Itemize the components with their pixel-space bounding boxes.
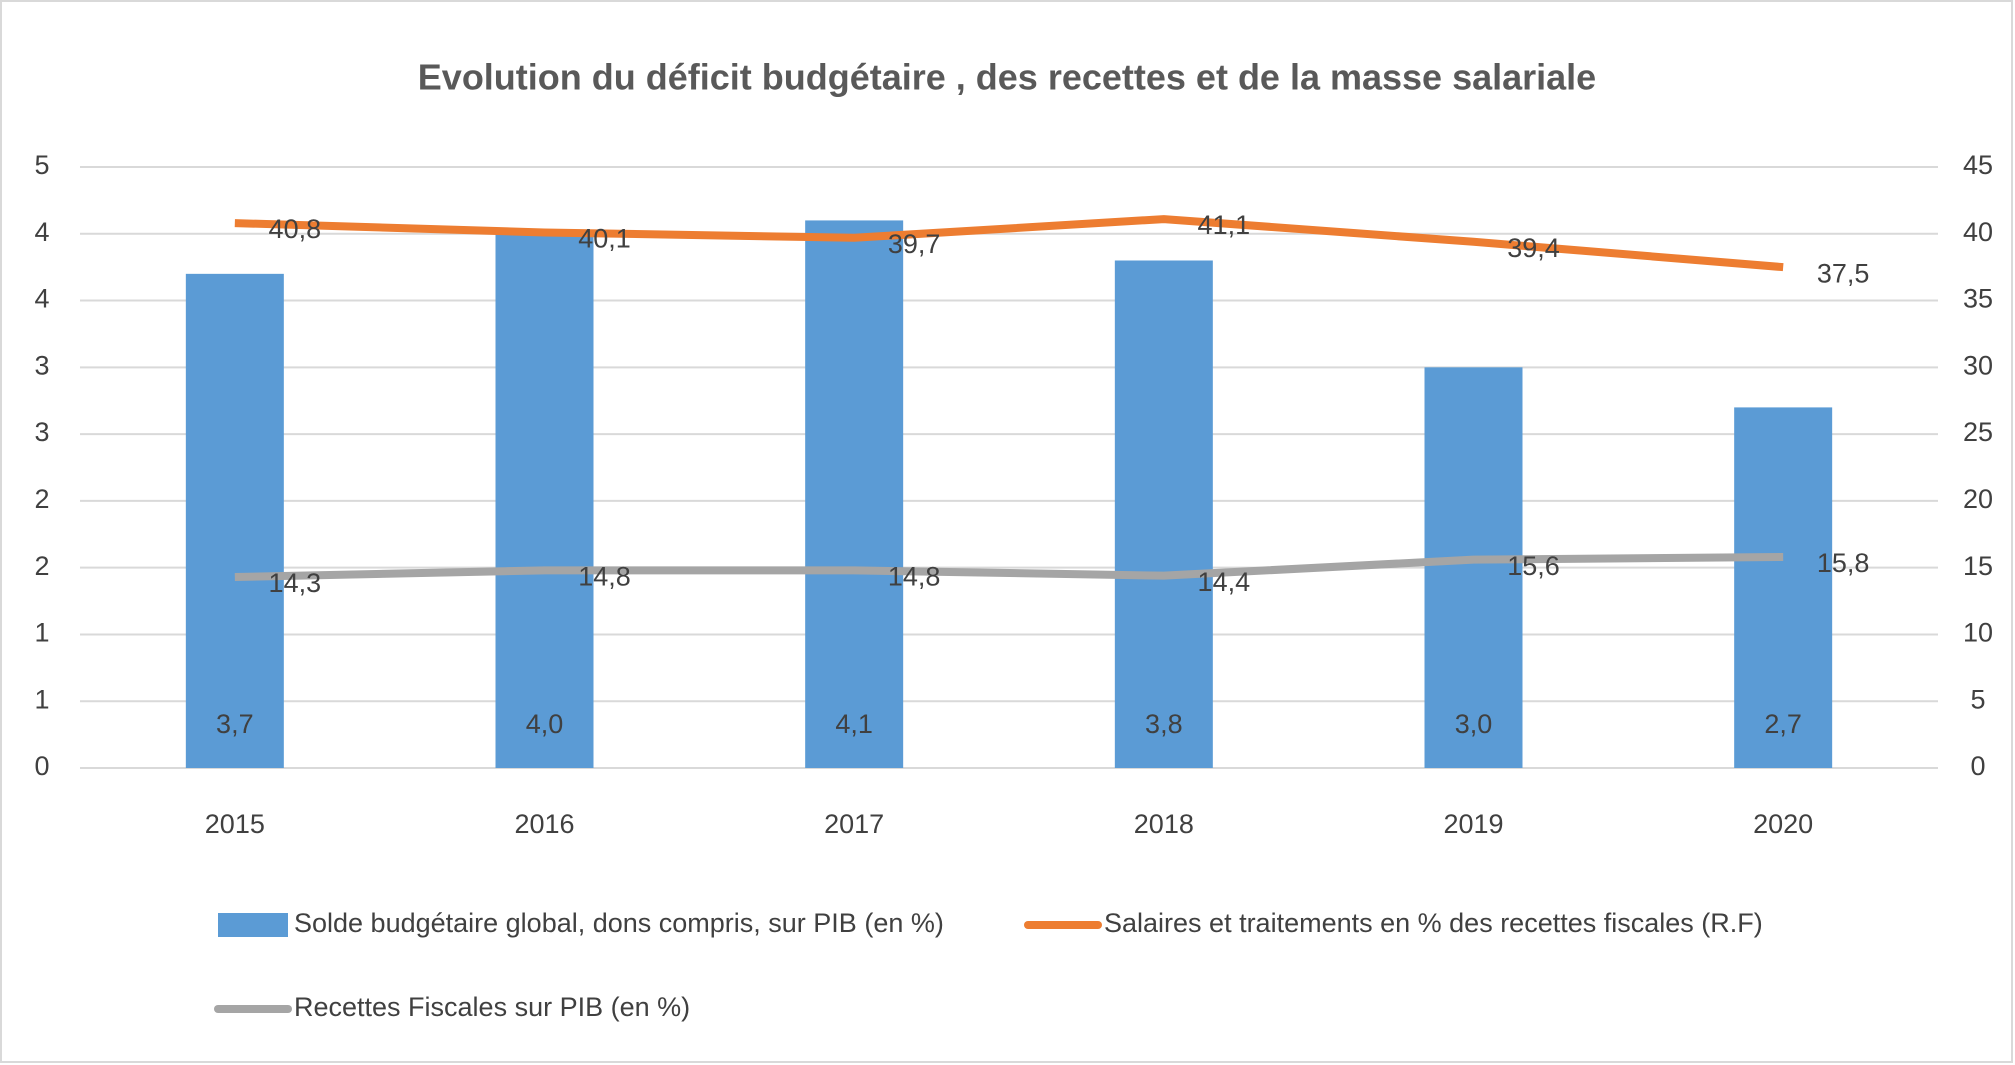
y2-tick-label: 45 [1963, 150, 1993, 180]
legend-swatch [218, 913, 288, 937]
line-value-label: 14,8 [578, 561, 631, 591]
x-tick-label: 2017 [824, 809, 884, 839]
y-tick-label: 1 [34, 618, 49, 648]
chart-title: Evolution du déficit budgétaire , des re… [418, 57, 1596, 98]
x-tick-label: 2019 [1443, 809, 1503, 839]
bar-value-label: 3,7 [216, 709, 254, 739]
y-tick-label: 2 [34, 551, 49, 581]
bar-value-label: 4,0 [526, 709, 564, 739]
line-value-label: 39,7 [888, 229, 941, 259]
x-tick-label: 2015 [205, 809, 265, 839]
y-tick-label: 1 [34, 684, 49, 714]
y-tick-label: 0 [34, 751, 49, 781]
line-value-label: 40,1 [578, 224, 631, 254]
bar-value-label: 3,8 [1145, 709, 1183, 739]
line-value-label: 14,8 [888, 561, 941, 591]
y2-tick-label: 5 [1970, 684, 1985, 714]
line-value-label: 15,6 [1507, 551, 1560, 581]
line-value-label: 40,8 [269, 214, 322, 244]
y-tick-label: 5 [34, 150, 49, 180]
y-tick-label: 4 [34, 284, 49, 314]
line-value-label: 15,8 [1817, 548, 1870, 578]
bar [495, 233, 594, 768]
bar-value-label: 4,1 [835, 709, 873, 739]
line-value-label: 39,4 [1507, 233, 1560, 263]
line-value-label: 14,3 [269, 568, 322, 598]
y-tick-label: 4 [34, 217, 49, 247]
x-tick-label: 2020 [1753, 809, 1813, 839]
line-value-label: 14,4 [1198, 567, 1251, 597]
y-tick-label: 2 [34, 484, 49, 514]
bar-value-label: 2,7 [1764, 709, 1802, 739]
y-tick-label: 3 [34, 417, 49, 447]
bar [1424, 367, 1523, 768]
legend-label: Solde budgétaire global, dons compris, s… [294, 908, 944, 938]
line-value-label: 37,5 [1817, 258, 1870, 288]
y2-tick-label: 35 [1963, 284, 1993, 314]
y2-tick-label: 15 [1963, 551, 1993, 581]
bar [185, 273, 284, 768]
x-tick-label: 2016 [514, 809, 574, 839]
y2-tick-label: 20 [1963, 484, 1993, 514]
bar [805, 220, 904, 768]
y2-tick-label: 0 [1970, 751, 1985, 781]
y2-tick-label: 10 [1963, 618, 1993, 648]
y-tick-label: 3 [34, 350, 49, 380]
bar [1734, 407, 1833, 768]
line-series [234, 552, 1784, 582]
bar-value-label: 3,0 [1455, 709, 1493, 739]
line-series [234, 215, 1784, 272]
bar [1114, 260, 1213, 768]
x-tick-label: 2018 [1134, 809, 1194, 839]
y2-tick-label: 40 [1963, 217, 1993, 247]
y2-tick-label: 25 [1963, 417, 1993, 447]
legend-label: Recettes Fiscales sur PIB (en %) [294, 992, 690, 1022]
line-value-label: 41,1 [1198, 210, 1251, 240]
legend-label: Salaires et traitements en % des recette… [1104, 908, 1763, 938]
y2-tick-label: 30 [1963, 350, 1993, 380]
